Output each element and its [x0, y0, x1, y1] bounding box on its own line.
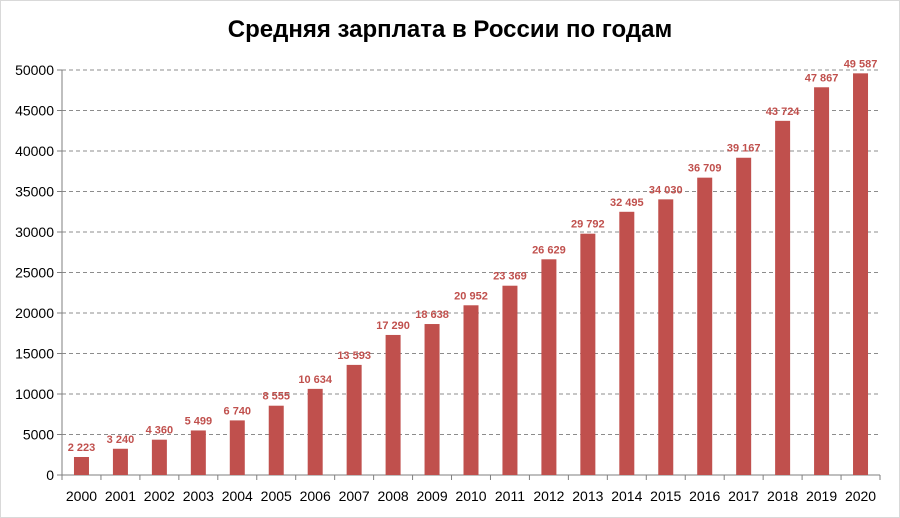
x-tick-label-2003: 2003 — [183, 488, 214, 504]
y-tick-label: 45000 — [15, 103, 54, 119]
data-label-2012: 26 629 — [532, 244, 566, 256]
x-tick-label-2010: 2010 — [455, 488, 486, 504]
bar-2004 — [229, 420, 245, 475]
bar-2017 — [736, 157, 752, 475]
x-tick-label-2005: 2005 — [261, 488, 292, 504]
x-tick-label-2016: 2016 — [689, 488, 720, 504]
x-tick-label-2002: 2002 — [144, 488, 175, 504]
y-tick-label: 40000 — [15, 143, 54, 159]
bar-2007 — [346, 364, 362, 475]
x-tick-label-2001: 2001 — [105, 488, 136, 504]
bar-2001 — [112, 448, 128, 475]
data-label-2006: 10 634 — [298, 374, 333, 386]
bar-2015 — [658, 199, 674, 475]
y-tick-label: 20000 — [15, 305, 54, 321]
bar-2000 — [73, 456, 89, 475]
bars — [73, 73, 869, 476]
bar-2003 — [190, 430, 206, 475]
data-label-2008: 17 290 — [376, 320, 410, 332]
data-label-2017: 39 167 — [727, 143, 761, 155]
y-tick-label: 30000 — [15, 224, 54, 240]
x-tick-label-2009: 2009 — [416, 488, 447, 504]
chart-title: Средняя зарплата в России по годам — [227, 16, 673, 43]
y-tick-label: 15000 — [15, 346, 54, 362]
data-label-2009: 18 638 — [415, 309, 449, 321]
data-label-2011: 23 369 — [493, 271, 527, 283]
x-tick-label-2008: 2008 — [378, 488, 409, 504]
y-tick-label: 50000 — [15, 62, 54, 78]
data-label-2015: 34 030 — [649, 184, 683, 196]
data-label-2013: 29 792 — [571, 219, 605, 231]
bar-2010 — [463, 305, 479, 475]
data-label-2002: 4 360 — [146, 425, 174, 437]
bar-2012 — [541, 259, 557, 475]
x-tick-label-2017: 2017 — [728, 488, 759, 504]
y-tick-label: 5000 — [23, 427, 54, 443]
x-axis-ticks: 2000 2001 2002 2003 2004 2005 2006 2007 2008 2009… — [66, 488, 876, 504]
x-tick-label-2013: 2013 — [572, 488, 603, 504]
bar-2011 — [502, 285, 518, 475]
bar-2006 — [307, 388, 323, 475]
x-tick-label-2007: 2007 — [339, 488, 370, 504]
data-label-2004: 6 740 — [224, 405, 252, 417]
bar-2014 — [619, 211, 635, 475]
data-label-2000: 2 223 — [68, 442, 96, 454]
x-tick-label-2020: 2020 — [845, 488, 876, 504]
data-label-2020: 49 587 — [844, 58, 878, 70]
data-label-2010: 20 952 — [454, 290, 488, 302]
bar-2008 — [385, 334, 401, 475]
y-tick-label: 25000 — [15, 265, 54, 281]
x-tick-label-2004: 2004 — [222, 488, 253, 504]
y-axis-ticks: 0 5000 10000 15000 20000 25000 30000 35000 40000… — [15, 62, 54, 483]
y-tick-label: 35000 — [15, 184, 54, 200]
bar-2002 — [151, 439, 167, 475]
x-tick-label-2012: 2012 — [533, 488, 564, 504]
data-labels: 2 223 3 240 4 360 5 499 6 740 8 555 10 634 13 5… — [68, 58, 878, 454]
data-label-2005: 8 555 — [262, 391, 290, 403]
x-tick-label-2011: 2011 — [495, 488, 525, 504]
x-tick-label-2015: 2015 — [650, 488, 681, 504]
bar-2016 — [697, 177, 713, 475]
bar-2005 — [268, 405, 284, 475]
x-tick-label-2019: 2019 — [806, 488, 837, 504]
data-label-2019: 47 867 — [805, 72, 839, 84]
x-tick-label-2006: 2006 — [300, 488, 331, 504]
bar-2020 — [853, 73, 869, 475]
data-label-2016: 36 709 — [688, 163, 722, 175]
x-tick-label-2018: 2018 — [767, 488, 798, 504]
y-tick-label: 0 — [46, 467, 54, 483]
bar-2009 — [424, 324, 440, 475]
y-tick-label: 10000 — [15, 386, 54, 402]
bar-2019 — [814, 87, 830, 476]
x-tick-label-2000: 2000 — [66, 488, 97, 504]
data-label-2003: 5 499 — [185, 415, 213, 427]
data-label-2014: 32 495 — [610, 197, 644, 209]
x-tick-label-2014: 2014 — [611, 488, 642, 504]
data-label-2007: 13 593 — [337, 350, 371, 362]
bar-2018 — [775, 120, 791, 475]
data-label-2018: 43 724 — [766, 106, 801, 118]
bar-2013 — [580, 233, 596, 475]
data-label-2001: 3 240 — [107, 434, 135, 446]
